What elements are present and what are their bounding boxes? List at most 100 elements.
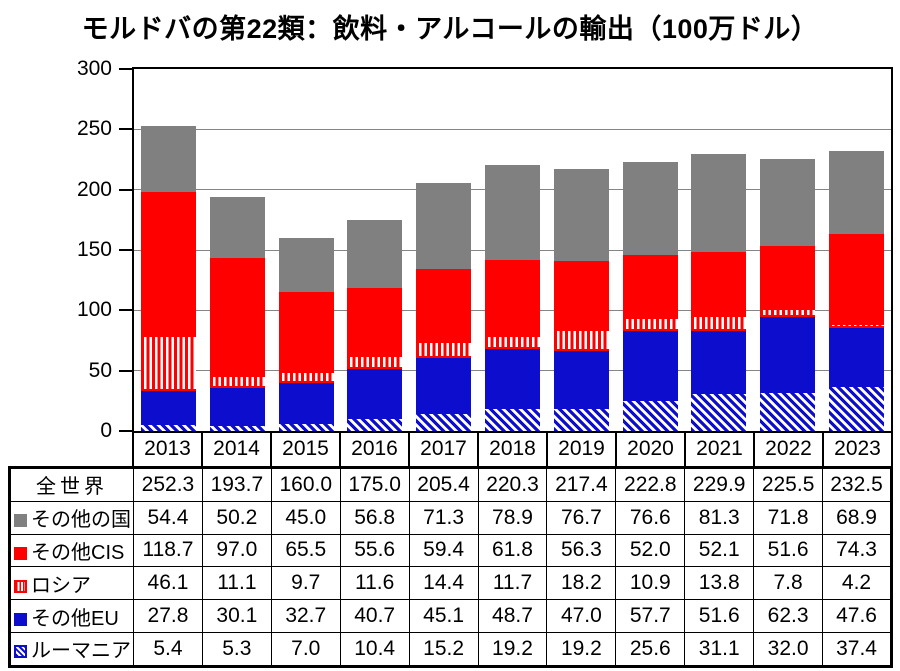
bar-column-2022 xyxy=(753,69,822,431)
table-cell: 40.7 xyxy=(339,599,410,633)
x-axis-label-2013: 2013 xyxy=(132,433,201,466)
table-cell: 217.4 xyxy=(546,467,617,502)
bar-segment-その他の国 xyxy=(209,197,265,258)
bar-segment-その他CIS xyxy=(347,288,403,356)
bar-segment-その他EU xyxy=(278,383,334,423)
table-cell: 11.1 xyxy=(201,566,272,601)
bar-segment-ロシア xyxy=(140,335,196,391)
bar-segment-その他CIS xyxy=(484,260,540,335)
table-cell: 14.4 xyxy=(408,566,479,601)
table-cell: 11.6 xyxy=(339,566,410,601)
table-cell: 65.5 xyxy=(270,533,341,568)
table-cell: 54.4 xyxy=(133,500,203,535)
table-cell: 47.0 xyxy=(546,599,617,633)
y-axis-tick xyxy=(119,369,132,372)
legend-label: ロシア xyxy=(31,574,91,597)
table-cell: 68.9 xyxy=(822,500,892,535)
legend-label: その他の国 xyxy=(31,509,131,532)
table-cell: 56.3 xyxy=(546,533,617,568)
legend-swatch-gray-icon xyxy=(14,514,27,528)
bar-column-2015 xyxy=(272,69,341,431)
bar-segment-その他CIS xyxy=(209,257,265,375)
x-axis-label-2014: 2014 xyxy=(201,433,270,466)
table-cell: 55.6 xyxy=(339,533,410,568)
bar-2021 xyxy=(691,153,747,431)
table-cell: 7.8 xyxy=(753,566,824,601)
bar-segment-ルーマニア xyxy=(416,412,472,431)
legend-swatch-red-stripes-icon xyxy=(14,579,27,593)
table-cell: 15.2 xyxy=(408,631,479,667)
bar-segment-ルーマニア xyxy=(760,392,816,431)
bar-2018 xyxy=(484,165,540,431)
bar-segment-その他EU xyxy=(691,331,747,394)
table-cell: 5.3 xyxy=(201,631,272,667)
row-label: ロシア xyxy=(9,566,134,601)
bar-2019 xyxy=(553,168,609,431)
y-axis-tick xyxy=(119,309,132,312)
bar-segment-ロシア xyxy=(347,355,403,370)
bar-segment-ルーマニア xyxy=(484,407,540,431)
legend-swatch-blue-hatch-icon xyxy=(14,645,27,659)
bar-segment-その他EU xyxy=(553,351,609,408)
bar-segment-その他CIS xyxy=(416,269,472,341)
x-axis-label-2018: 2018 xyxy=(477,433,546,466)
table-cell: 25.6 xyxy=(615,631,686,667)
table-row: その他CIS 118.7 97.0 65.5 55.6 59.4 61.8 56.3 52.0 5… xyxy=(9,533,892,568)
x-axis-label-2022: 2022 xyxy=(753,433,822,466)
bar-2013 xyxy=(140,126,196,431)
x-axis-label-2016: 2016 xyxy=(339,433,408,466)
bar-segment-その他CIS xyxy=(140,192,196,336)
table-cell: 13.8 xyxy=(684,566,755,601)
x-axis-label-2019: 2019 xyxy=(546,433,615,466)
table-cell: 9.7 xyxy=(270,566,341,601)
bar-segment-ロシア xyxy=(829,323,885,329)
bar-segment-その他EU xyxy=(140,390,196,425)
bar-segment-その他の国 xyxy=(484,165,540,261)
bar-2015 xyxy=(278,238,334,431)
bar-segment-その他の国 xyxy=(691,153,747,252)
y-axis-tick xyxy=(119,68,132,70)
y-axis-label: 100 xyxy=(76,298,112,322)
table-cell: 47.6 xyxy=(822,599,892,633)
table-cell: 7.0 xyxy=(270,631,341,667)
bar-segment-その他の国 xyxy=(140,126,196,193)
table-cell: 175.0 xyxy=(339,467,410,502)
table-cell: 220.3 xyxy=(477,467,548,502)
row-label: その他の国 xyxy=(9,500,134,535)
x-axis-label-2021: 2021 xyxy=(684,433,753,466)
bar-segment-ロシア xyxy=(691,314,747,332)
bar-segment-その他CIS xyxy=(553,261,609,330)
bar-segment-その他EU xyxy=(622,330,678,401)
bar-segment-ルーマニア xyxy=(553,407,609,431)
bar-2017 xyxy=(416,183,472,431)
legend-label: その他EU xyxy=(31,607,119,630)
table-cell: 5.4 xyxy=(133,631,203,667)
bar-2016 xyxy=(347,219,403,431)
y-axis-label: 0 xyxy=(100,419,112,442)
table-cell: 32.7 xyxy=(270,599,341,633)
table-cell: 76.6 xyxy=(615,500,686,535)
bar-segment-その他CIS xyxy=(278,292,334,372)
data-table: 全世界 252.3 193.7 160.0 175.0 205.4 220.3 217.4 22… xyxy=(8,466,893,668)
x-axis-row: 2013 2014 2015 2016 2017 2018 2019 2020 2021 2022… xyxy=(132,433,893,466)
bar-segment-ロシア xyxy=(760,307,816,318)
bar-segment-その他EU xyxy=(209,388,265,425)
bar-column-2019 xyxy=(547,69,616,431)
bar-segment-その他EU xyxy=(829,328,885,386)
bar-segment-その他の国 xyxy=(829,150,885,234)
bar-segment-ロシア xyxy=(622,317,678,331)
bar-segment-その他の国 xyxy=(416,183,472,270)
bar-segment-その他EU xyxy=(416,358,472,413)
bar-2023 xyxy=(829,150,885,431)
table-cell: 10.9 xyxy=(615,566,686,601)
bar-segment-その他CIS xyxy=(622,254,678,318)
y-axis-label: 50 xyxy=(88,358,112,382)
bar-segment-その他EU xyxy=(484,349,540,408)
table-cell: 71.3 xyxy=(408,500,479,535)
legend-swatch-red-icon xyxy=(14,546,27,560)
y-axis-label: 300 xyxy=(76,57,112,80)
bar-segment-ルーマニア xyxy=(140,424,196,431)
row-label: ルーマニア xyxy=(9,631,134,667)
plot-area xyxy=(132,67,893,433)
table-cell: 52.0 xyxy=(615,533,686,568)
